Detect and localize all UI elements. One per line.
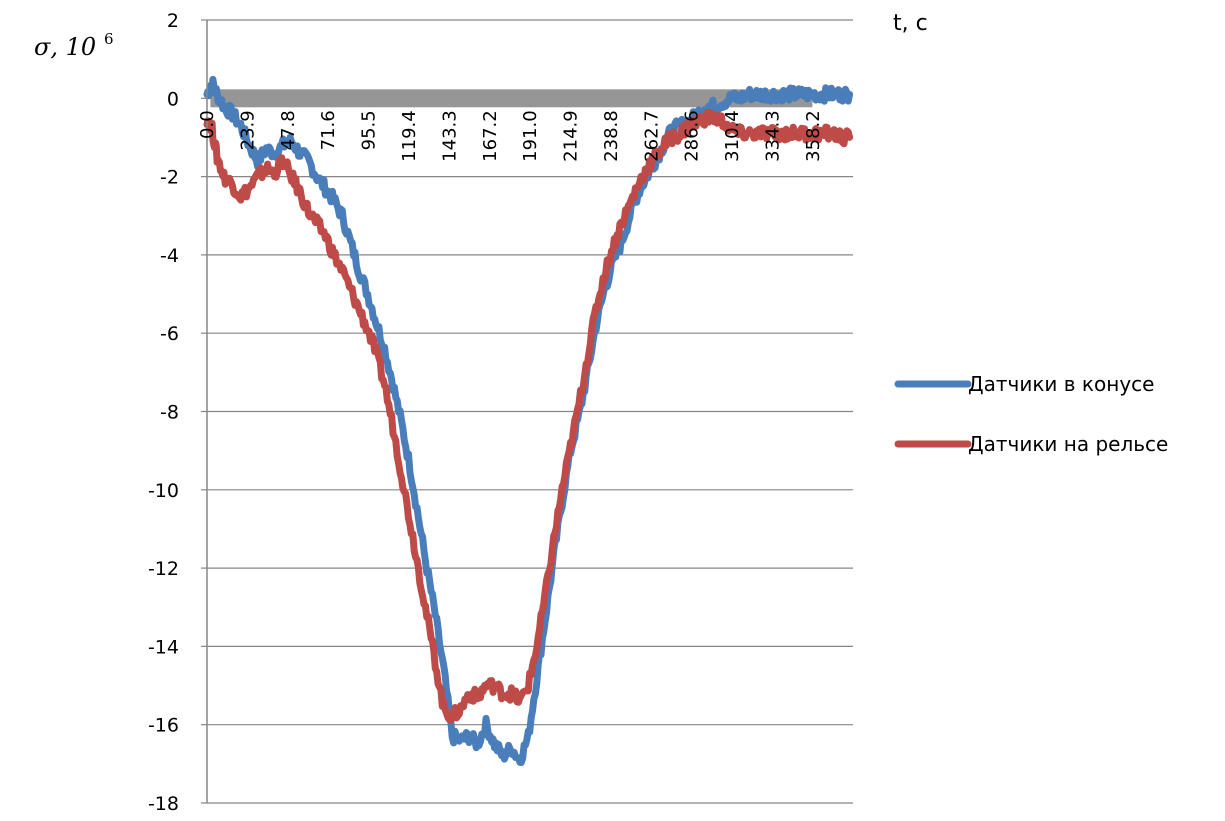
y-axis-label-exponent: 6 bbox=[104, 30, 114, 48]
y-tick-label: -18 bbox=[148, 793, 179, 815]
x-tick-label: 47.8 bbox=[278, 110, 299, 150]
series-line-2 bbox=[203, 108, 854, 724]
y-tick-label: -8 bbox=[160, 402, 179, 424]
y-tick-label: -14 bbox=[148, 636, 179, 658]
y-axis-label: σ, 10 bbox=[34, 33, 96, 61]
x-tick-label: 262.7 bbox=[641, 110, 662, 162]
x-tick-label: 310.4 bbox=[722, 110, 743, 162]
x-tick-label: 23.9 bbox=[237, 110, 258, 150]
x-tick-label: 334.3 bbox=[762, 110, 783, 162]
zero-band bbox=[210, 89, 813, 108]
zero-band-fill bbox=[210, 89, 813, 108]
x-tick-label: 143.3 bbox=[439, 110, 460, 162]
x-tick-label: 358.2 bbox=[803, 110, 824, 162]
x-tick-label: 238.8 bbox=[601, 110, 622, 162]
x-tick-label: 95.5 bbox=[359, 110, 380, 150]
x-tick-label: 119.4 bbox=[399, 110, 420, 162]
legend-label-2: Датчики на рельсе bbox=[968, 432, 1168, 456]
y-tick-label: 2 bbox=[167, 10, 179, 32]
x-tick-label: 167.2 bbox=[480, 110, 501, 162]
x-tick-label: 71.6 bbox=[318, 110, 339, 150]
legend-label-1: Датчики в конусе bbox=[968, 372, 1154, 396]
x-tick-label: 214.9 bbox=[560, 110, 581, 162]
y-tick-labels: 2 0 -2 -4 -6 -8 -10 -12 -14 -16 -18 bbox=[148, 10, 179, 815]
x-tick-labels: 0.0 23.9 47.8 71.6 95.5 119.4 143.3 167.2 191.0 2… bbox=[197, 110, 824, 162]
series-group bbox=[203, 75, 854, 766]
y-tick-label: -2 bbox=[160, 167, 179, 189]
x-tick-label: 286.6 bbox=[682, 110, 703, 162]
legend: Датчики в конусе Датчики на рельсе bbox=[894, 372, 1168, 456]
series-line-1 bbox=[203, 75, 854, 766]
y-tick-label: -16 bbox=[148, 715, 179, 737]
y-tick-label: -10 bbox=[148, 480, 179, 502]
x-axis-label: t, c bbox=[893, 11, 928, 36]
axes bbox=[201, 19, 208, 804]
x-tick-label: 0.0 bbox=[197, 110, 218, 139]
y-tick-label: -6 bbox=[160, 323, 179, 345]
x-tick-label: 191.0 bbox=[520, 110, 541, 162]
y-tick-label: 0 bbox=[167, 88, 179, 110]
y-tick-label: -4 bbox=[160, 245, 179, 267]
y-tick-label: -12 bbox=[148, 558, 179, 580]
